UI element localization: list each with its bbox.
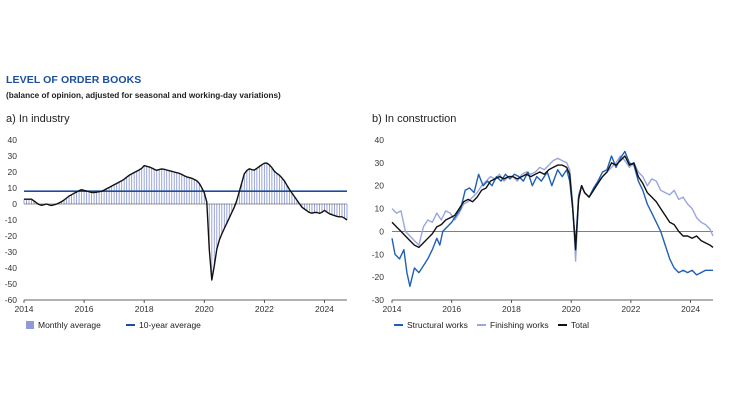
panel-a-title: a) In industry <box>6 113 70 125</box>
x-tick-label: 2016 <box>442 304 461 314</box>
y-tick-label: -10 <box>372 249 385 259</box>
y-tick-label: 20 <box>375 181 385 191</box>
y-tick-label: 10 <box>8 183 18 193</box>
y-tick-label: 40 <box>375 135 385 145</box>
monthly-average-line <box>24 162 348 281</box>
x-tick-label: 2022 <box>621 304 640 314</box>
series-line-total <box>391 155 714 251</box>
legend-swatch-monthly <box>26 321 34 329</box>
panel-b-title: b) In construction <box>372 113 457 125</box>
y-tick-label: 0 <box>379 226 384 236</box>
y-tick-label: -20 <box>372 272 385 282</box>
y-tick-label: -60 <box>5 295 18 305</box>
y-tick-label: 40 <box>8 135 18 145</box>
x-tick-label: 2024 <box>315 304 334 314</box>
legend-label-ten-year: 10-year average <box>139 320 201 330</box>
x-tick-label: 2014 <box>15 304 34 314</box>
chart-subtitle: (balance of opinion, adjusted for season… <box>6 91 281 100</box>
monthly-average-bars <box>23 163 348 280</box>
x-tick-label: 2018 <box>502 304 521 314</box>
legend-label-monthly: Monthly average <box>38 320 101 330</box>
y-tick-label: -10 <box>5 215 18 225</box>
chart-title: LEVEL OF ORDER BOOKS <box>6 74 142 86</box>
series-line-structural-works <box>391 150 713 287</box>
y-tick-label: 20 <box>8 167 18 177</box>
legend-label: Finishing works <box>490 320 549 330</box>
x-tick-label: 2022 <box>255 304 274 314</box>
y-tick-label: 30 <box>8 151 18 161</box>
x-tick-label: 2020 <box>562 304 581 314</box>
y-tick-label: -20 <box>5 231 18 241</box>
y-tick-label: 30 <box>375 158 385 168</box>
legend-label: Structural works <box>407 320 468 330</box>
y-tick-label: 10 <box>375 204 385 214</box>
y-tick-label: 0 <box>12 199 17 209</box>
x-tick-label: 2014 <box>383 304 402 314</box>
x-tick-label: 2024 <box>681 304 700 314</box>
y-tick-label: -50 <box>5 279 18 289</box>
y-tick-label: -40 <box>5 263 18 273</box>
y-tick-label: -30 <box>5 247 18 257</box>
x-tick-label: 2018 <box>135 304 154 314</box>
x-tick-label: 2016 <box>75 304 94 314</box>
series-line-finishing-works <box>391 155 714 262</box>
x-tick-label: 2020 <box>195 304 214 314</box>
legend-label: Total <box>571 320 589 330</box>
y-tick-label: -30 <box>372 295 385 305</box>
